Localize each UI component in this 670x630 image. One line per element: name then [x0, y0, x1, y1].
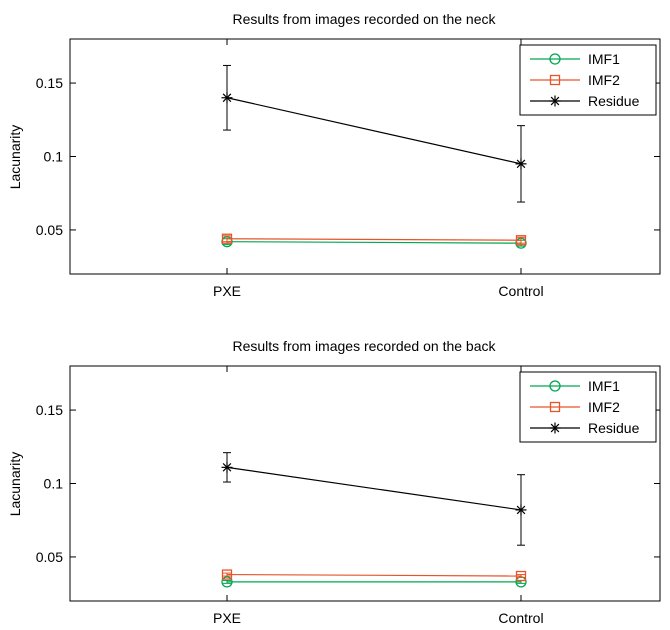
legend-marker: [549, 422, 561, 434]
legend-label: IMF1: [588, 51, 620, 67]
legend-label: IMF2: [588, 399, 620, 415]
y-axis-label: Lacunarity: [7, 452, 23, 517]
data-point: [515, 158, 527, 170]
legend: IMF1 IMF2 Residue: [519, 44, 657, 116]
series-group: [221, 64, 527, 249]
series-imf1: [221, 576, 527, 588]
series-imf2: [221, 569, 527, 582]
x-tick-label-control: Control: [498, 283, 543, 299]
y-tick-label: 0.05: [36, 549, 63, 565]
data-point: [221, 461, 233, 473]
x-ticks: PXE Control: [213, 39, 544, 299]
series-line: [226, 97, 522, 165]
legend-label: IMF2: [588, 72, 620, 88]
legend-item-residue: Residue: [530, 93, 640, 109]
chart-title: Results from images recorded on the back: [232, 338, 496, 354]
x-ticks: PXE Control: [213, 366, 544, 626]
series-imf2: [221, 233, 527, 246]
legend-marker: [549, 74, 561, 86]
series-line: [226, 241, 522, 244]
series-line: [226, 238, 522, 241]
data-point: [221, 576, 233, 588]
legend-item-imf2: IMF2: [530, 399, 620, 415]
data-point: [515, 504, 527, 516]
legend-marker: [549, 401, 561, 413]
legend-label: Residue: [588, 420, 640, 436]
data-point: [515, 570, 527, 582]
chart-title: Results from images recorded on the neck: [232, 11, 496, 27]
series-residue: [221, 452, 527, 546]
legend-label: Residue: [588, 93, 640, 109]
legend-item-imf2: IMF2: [530, 72, 620, 88]
legend-item-imf1: IMF1: [530, 378, 620, 394]
legend-item-residue: Residue: [530, 420, 640, 436]
x-tick-label-pxe: PXE: [213, 610, 241, 626]
series-line: [226, 466, 522, 511]
legend-marker: [549, 53, 561, 65]
y-tick-label: 0.15: [36, 402, 63, 418]
legend-marker: [549, 95, 561, 107]
series-residue: [221, 64, 527, 203]
chart-panel-back: Results from images recorded on the back…: [7, 338, 661, 626]
y-tick-label: 0.1: [44, 149, 64, 165]
legend-item-imf1: IMF1: [530, 51, 620, 67]
y-tick-label: 0.15: [36, 75, 63, 91]
y-tick-label: 0.1: [44, 476, 64, 492]
data-point: [221, 92, 233, 104]
data-point: [221, 233, 233, 244]
y-axis-label: Lacunarity: [7, 125, 23, 190]
x-tick-label-control: Control: [498, 610, 543, 626]
legend-marker: [549, 380, 561, 392]
legend: IMF1 IMF2 Residue: [519, 371, 657, 443]
y-ticks: 0.05 0.1 0.15: [36, 75, 660, 238]
series-line: [226, 573, 522, 577]
data-point: [515, 235, 527, 246]
legend-label: IMF1: [588, 378, 620, 394]
y-tick-label: 0.05: [36, 222, 63, 238]
series-group: [221, 452, 527, 588]
x-tick-label-pxe: PXE: [213, 283, 241, 299]
chart-panel-neck: Results from images recorded on the neck…: [7, 11, 661, 299]
data-point: [221, 569, 233, 580]
y-ticks: 0.05 0.1 0.15: [36, 402, 660, 565]
